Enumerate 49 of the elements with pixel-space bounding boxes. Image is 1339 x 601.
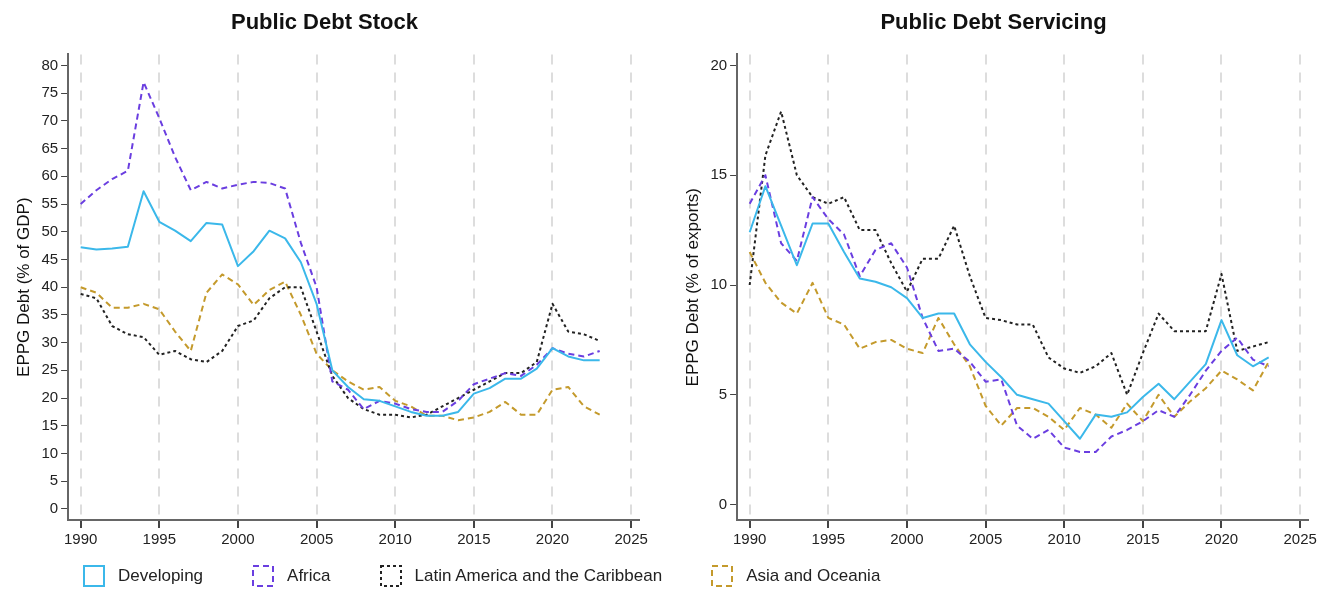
y-tick-label: 35: [41, 305, 59, 323]
y-tick-label: 0: [49, 499, 59, 517]
y-tick-label: 55: [41, 194, 59, 212]
y-tick-label: 80: [41, 55, 59, 73]
chart-title: Public Debt Stock: [230, 9, 419, 35]
x-tick-label: 2025: [614, 530, 648, 548]
x-tick-label: 1995: [811, 530, 845, 548]
x-tick-label: 2000: [221, 530, 255, 548]
y-tick-label: 30: [41, 332, 59, 350]
y-tick-label: 5: [718, 384, 728, 402]
x-tick-label: 1990: [63, 530, 98, 548]
x-tick-label: 1990: [732, 530, 767, 548]
y-tick-label: 5: [49, 471, 59, 489]
y-tick-label: 40: [41, 277, 59, 295]
y-axis-title: EPPG Debt (% of exports): [682, 188, 702, 387]
x-tick-label: 2015: [457, 530, 491, 548]
y-tick-label: 20: [710, 55, 728, 73]
legend-label: Africa: [287, 566, 331, 586]
legend-label: Asia and Oceania: [746, 566, 881, 586]
legend-label: Developing: [118, 566, 204, 586]
y-tick-label: 15: [41, 415, 59, 433]
y-tick-label: 10: [710, 275, 728, 293]
y-tick-label: 60: [41, 166, 59, 184]
y-tick-label: 65: [41, 138, 59, 156]
line-series: [748, 251, 1270, 431]
x-tick-label: 2010: [1047, 530, 1081, 548]
x-tick-label: 2005: [299, 530, 334, 548]
y-axis-title: EPPG Debt (% of GDP): [13, 197, 33, 377]
line-series: [79, 81, 601, 413]
y-tick-label: 70: [41, 111, 59, 129]
y-tick-label: 10: [41, 443, 59, 461]
y-tick-label: 0: [718, 494, 728, 512]
x-tick-label: 2020: [535, 530, 570, 548]
x-tick-label: 2000: [890, 530, 924, 548]
y-tick-label: 75: [41, 83, 59, 101]
y-tick-label: 20: [41, 388, 59, 406]
x-tick-label: 2015: [1126, 530, 1160, 548]
chart-title: Public Debt Servicing: [880, 9, 1107, 35]
line-series: [748, 110, 1270, 396]
y-tick-label: 25: [41, 360, 59, 378]
y-tick-label: 15: [710, 165, 728, 183]
legend-label: Latin America and the Caribbean: [414, 566, 663, 586]
x-tick-label: 2020: [1204, 530, 1239, 548]
y-tick-label: 50: [41, 221, 59, 239]
x-tick-label: 2025: [1283, 530, 1317, 548]
y-tick-label: 45: [41, 249, 59, 267]
x-tick-label: 2010: [378, 530, 412, 548]
x-tick-label: 1995: [142, 530, 176, 548]
x-tick-label: 2005: [968, 530, 1003, 548]
